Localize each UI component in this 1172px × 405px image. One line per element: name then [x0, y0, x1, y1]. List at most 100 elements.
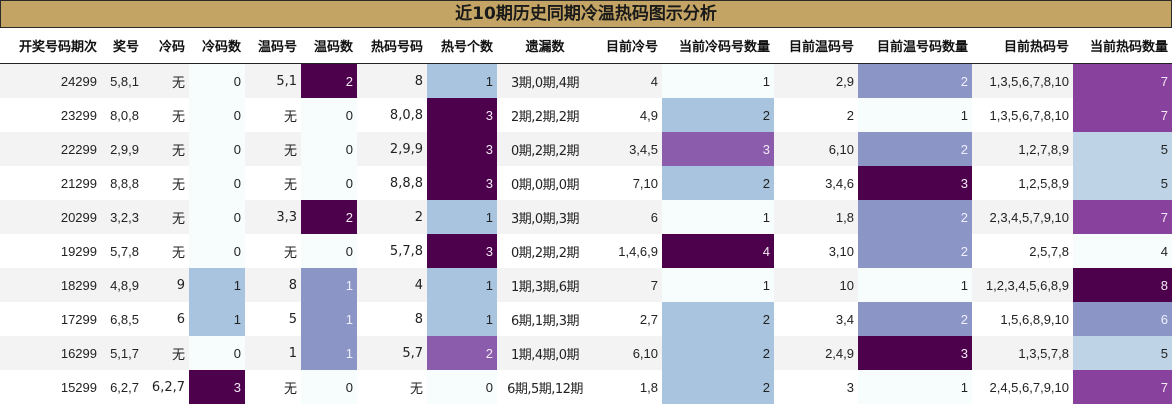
col-header-warm-count[interactable]: 温码数: [301, 28, 357, 64]
cell-current-hot: 1,3,5,6,7,8,10: [972, 98, 1073, 132]
cell-current-cold-count: 2: [662, 166, 774, 200]
cell-current-hot-count: 6: [1073, 302, 1172, 336]
cell-current-cold: 4: [593, 63, 662, 98]
col-header-current-warm-count[interactable]: 目前温号码数量: [858, 28, 972, 64]
cell-current-warm: 3,4,6: [774, 166, 858, 200]
cell-current-warm: 3,10: [774, 234, 858, 268]
cell-warm-count: 0: [301, 370, 357, 404]
cell-miss: 0期,2期,2期: [497, 132, 593, 166]
cell-current-warm-count: 1: [858, 268, 972, 302]
cell-current-cold: 1,4,6,9: [593, 234, 662, 268]
cell-current-hot-count: 8: [1073, 268, 1172, 302]
cell-draw: 5,7,8: [101, 234, 143, 268]
cell-miss: 1期,3期,6期: [497, 268, 593, 302]
page-title: 近10期历史同期冷温热码图示分析: [0, 0, 1172, 28]
cell-cold: 9: [143, 268, 189, 302]
cell-warm: 无: [245, 132, 301, 166]
cell-hot: 8: [357, 302, 427, 336]
cell-hot: 5,7: [357, 336, 427, 370]
cold-warm-hot-table: 开奖号码期次 奖号 冷码 冷码数 温码号 温码数 热码号码 热号个数 遗漏数 目…: [0, 28, 1172, 404]
cell-draw: 8,0,8: [101, 98, 143, 132]
cell-current-cold-count: 1: [662, 63, 774, 98]
cell-period: 24299: [0, 63, 101, 98]
col-header-cold-count[interactable]: 冷码数: [189, 28, 245, 64]
cell-current-warm-count: 2: [858, 200, 972, 234]
cell-cold-count: 0: [189, 98, 245, 132]
col-header-current-cold-count[interactable]: 当前冷码号数量: [662, 28, 774, 64]
col-header-draw[interactable]: 奖号: [101, 28, 143, 64]
col-header-current-hot[interactable]: 目前热码号: [972, 28, 1073, 64]
cell-current-warm-count: 2: [858, 302, 972, 336]
cell-warm: 3,3: [245, 200, 301, 234]
table-row: 18299 4,8,9 9 1 8 1 4 1 1期,3期,6期 7 1 10 …: [0, 268, 1172, 302]
cell-cold-count: 1: [189, 302, 245, 336]
cell-warm-count: 1: [301, 268, 357, 302]
cell-miss: 6期,5期,12期: [497, 370, 593, 404]
cell-warm-count: 1: [301, 336, 357, 370]
cell-warm: 无: [245, 98, 301, 132]
cell-warm: 无: [245, 234, 301, 268]
col-header-warm[interactable]: 温码号: [245, 28, 301, 64]
cell-cold: 6: [143, 302, 189, 336]
cell-current-hot: 1,2,3,4,5,6,8,9: [972, 268, 1073, 302]
cell-period: 19299: [0, 234, 101, 268]
col-header-miss[interactable]: 遗漏数: [497, 28, 593, 64]
cell-current-cold: 4,9: [593, 98, 662, 132]
cell-miss: 3期,0期,4期: [497, 63, 593, 98]
cell-warm-count: 1: [301, 302, 357, 336]
cell-warm-count: 2: [301, 63, 357, 98]
cell-current-warm: 2,9: [774, 63, 858, 98]
cell-cold-count: 0: [189, 63, 245, 98]
cell-current-hot: 1,2,7,8,9: [972, 132, 1073, 166]
cell-current-hot: 1,3,5,6,7,8,10: [972, 63, 1073, 98]
cell-current-hot: 1,5,6,8,9,10: [972, 302, 1073, 336]
col-header-current-cold[interactable]: 目前冷号: [593, 28, 662, 64]
cell-miss: 6期,1期,3期: [497, 302, 593, 336]
col-header-current-hot-count[interactable]: 当前热码数量: [1073, 28, 1172, 64]
cell-miss: 1期,4期,0期: [497, 336, 593, 370]
cell-current-hot-count: 5: [1073, 132, 1172, 166]
table-row: 20299 3,2,3 无 0 3,3 2 2 1 3期,0期,3期 6 1 1…: [0, 200, 1172, 234]
header-row: 开奖号码期次 奖号 冷码 冷码数 温码号 温码数 热码号码 热号个数 遗漏数 目…: [0, 28, 1172, 64]
cell-current-warm-count: 2: [858, 132, 972, 166]
cell-cold-count: 0: [189, 132, 245, 166]
cell-current-hot: 2,4,5,6,7,9,10: [972, 370, 1073, 404]
cell-hot: 8: [357, 63, 427, 98]
cell-current-warm-count: 3: [858, 166, 972, 200]
table-row: 23299 8,0,8 无 0 无 0 8,0,8 3 2期,2期,2期 4,9…: [0, 98, 1172, 132]
cell-current-cold: 1,8: [593, 370, 662, 404]
col-header-period[interactable]: 开奖号码期次: [0, 28, 101, 64]
cell-current-cold-count: 3: [662, 132, 774, 166]
cell-current-warm: 10: [774, 268, 858, 302]
cell-current-warm-count: 3: [858, 336, 972, 370]
cell-period: 20299: [0, 200, 101, 234]
cell-hot-count: 1: [427, 200, 497, 234]
cell-current-warm: 2: [774, 98, 858, 132]
cell-current-hot-count: 7: [1073, 370, 1172, 404]
table-row: 16299 5,1,7 无 0 1 1 5,7 2 1期,4期,0期 6,10 …: [0, 336, 1172, 370]
col-header-hot-count[interactable]: 热号个数: [427, 28, 497, 64]
cell-current-warm: 3: [774, 370, 858, 404]
cell-miss: 0期,0期,0期: [497, 166, 593, 200]
cell-miss: 2期,2期,2期: [497, 98, 593, 132]
cell-hot-count: 3: [427, 166, 497, 200]
cell-cold-count: 3: [189, 370, 245, 404]
col-header-hot[interactable]: 热码号码: [357, 28, 427, 64]
cell-hot: 2,9,9: [357, 132, 427, 166]
cell-hot: 2: [357, 200, 427, 234]
cell-current-hot: 2,5,7,8: [972, 234, 1073, 268]
cell-warm: 无: [245, 166, 301, 200]
cell-warm-count: 0: [301, 234, 357, 268]
cell-hot-count: 3: [427, 234, 497, 268]
cell-current-warm: 2,4,9: [774, 336, 858, 370]
cell-hot: 8,0,8: [357, 98, 427, 132]
col-header-cold[interactable]: 冷码: [143, 28, 189, 64]
col-header-current-warm[interactable]: 目前温码号: [774, 28, 858, 64]
cell-current-cold-count: 2: [662, 336, 774, 370]
cell-hot: 无: [357, 370, 427, 404]
cell-current-warm-count: 2: [858, 63, 972, 98]
cell-warm-count: 0: [301, 166, 357, 200]
cell-period: 15299: [0, 370, 101, 404]
cell-warm: 8: [245, 268, 301, 302]
table-row: 15299 6,2,7 6,2,7 3 无 0 无 0 6期,5期,12期 1,…: [0, 370, 1172, 404]
